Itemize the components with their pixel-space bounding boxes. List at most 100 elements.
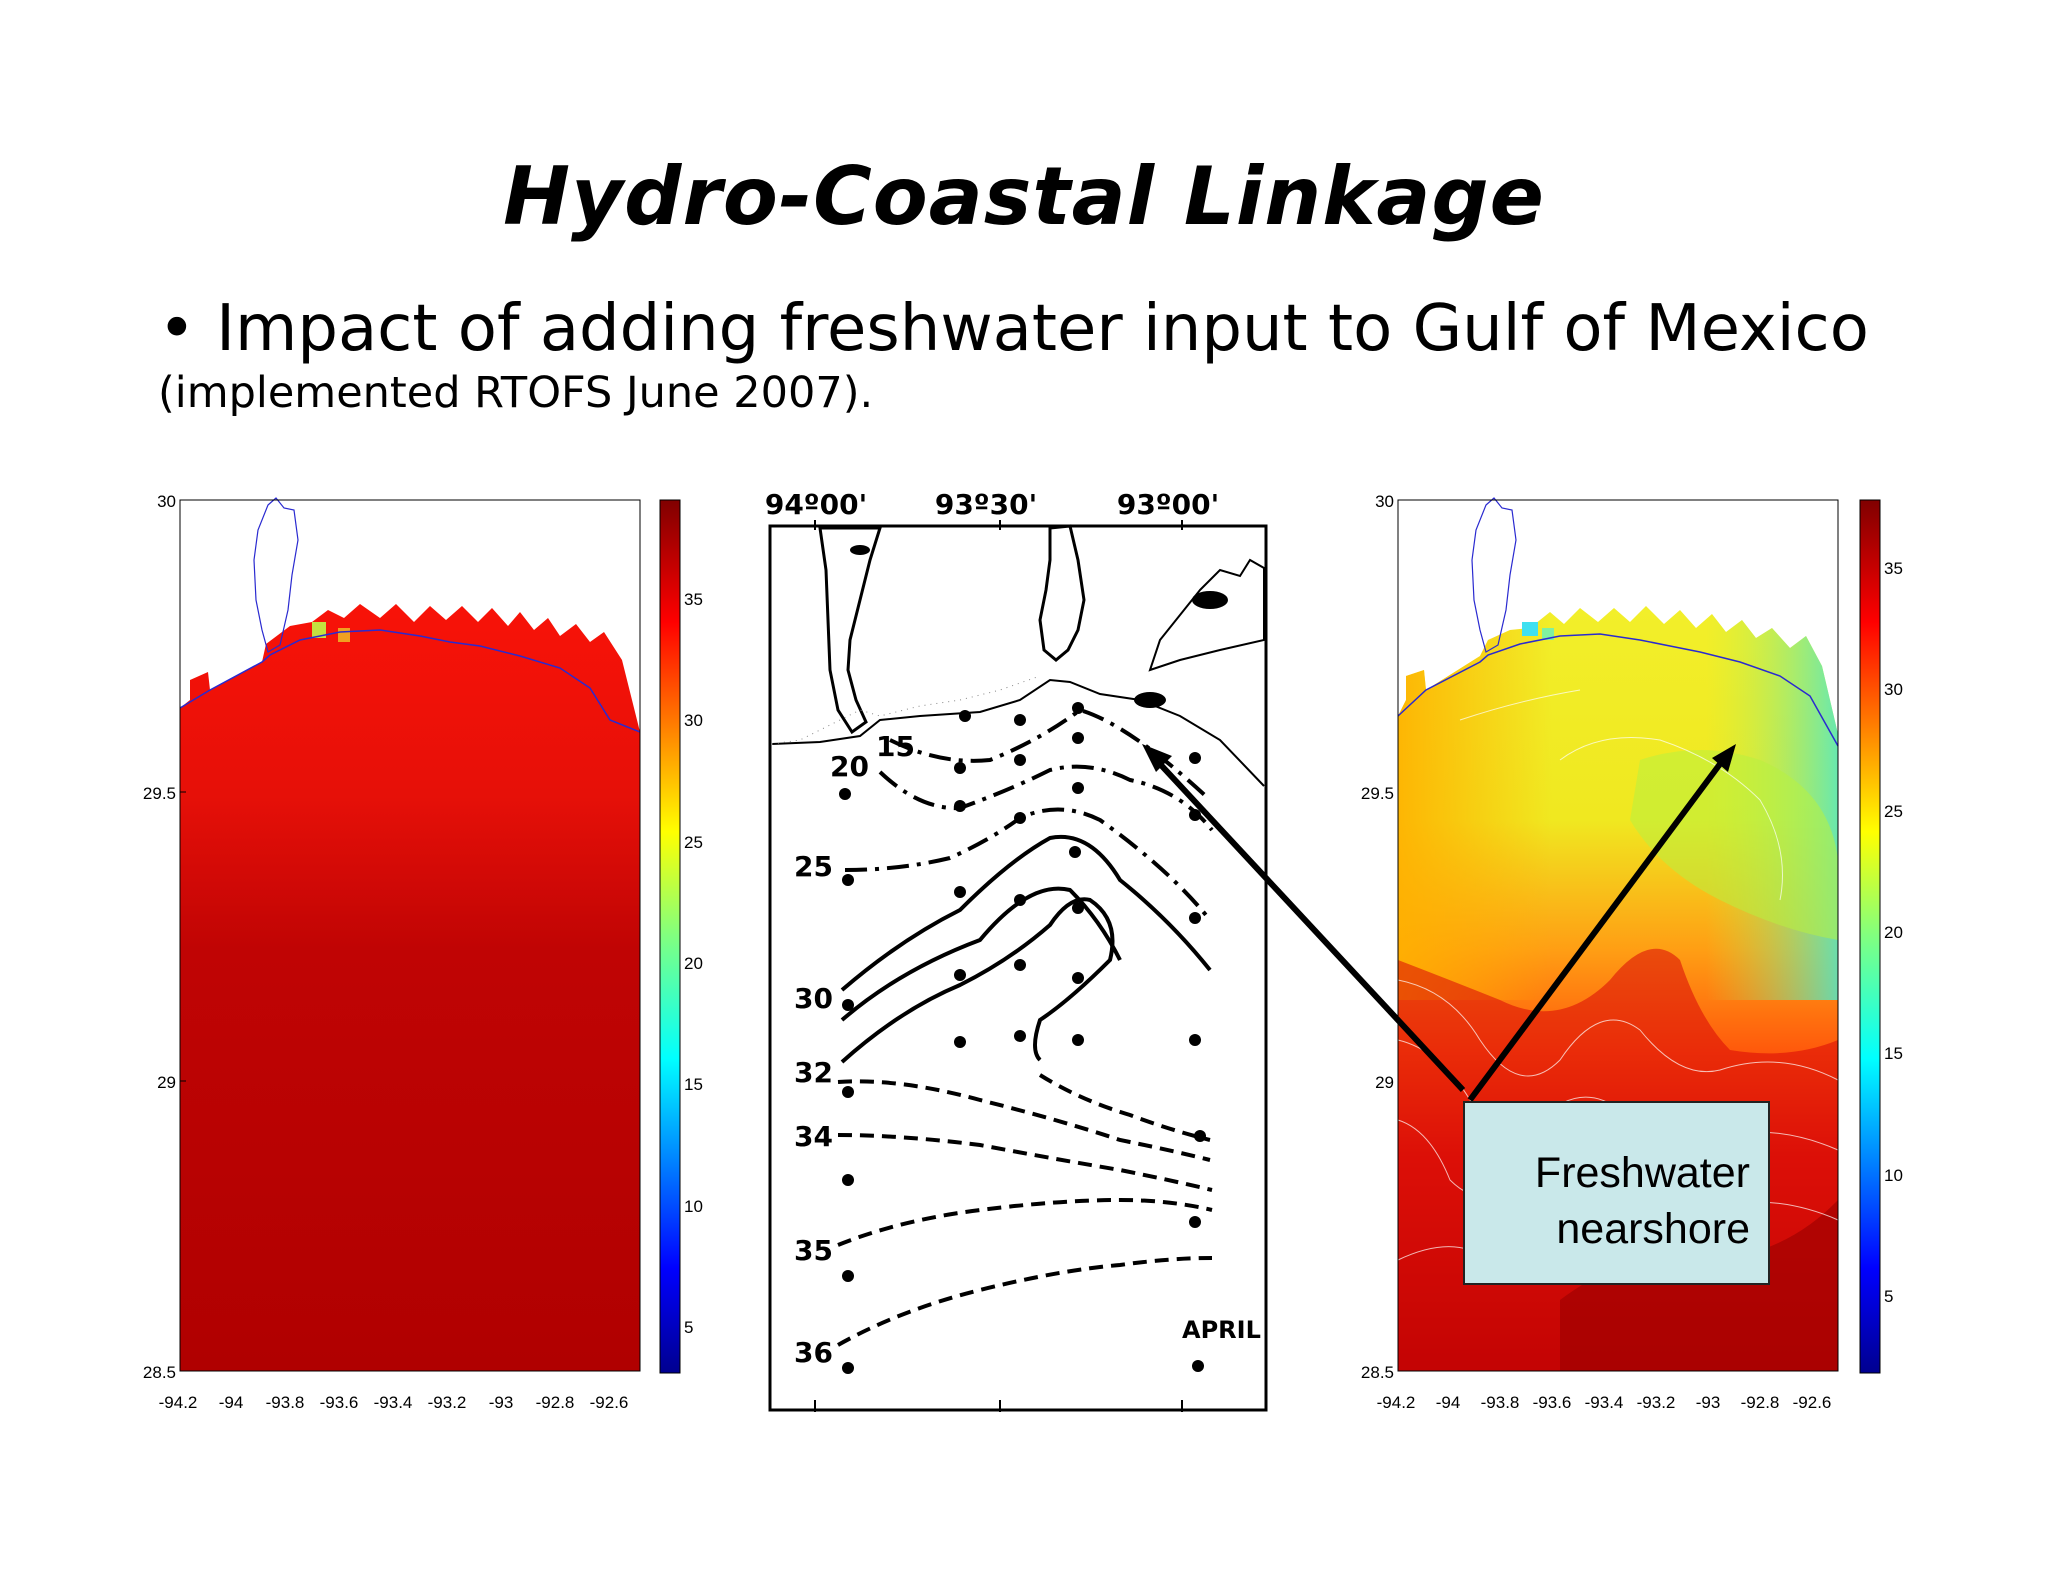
center-land-peninsula [1038,524,1086,662]
right-lake-outline [1471,497,1517,653]
slide-title: Hydro-Coastal Linkage [503,150,1545,243]
right-cbar-tick: 25 [1884,802,1903,821]
arrowhead-right [1712,744,1736,772]
isohaline-30b [840,886,1122,1022]
left-cbar-tick: 30 [684,711,703,730]
left-xtick: -92.8 [536,1393,575,1412]
left-ytick: 28.5 [143,1363,176,1382]
right-xtick: -93 [1696,1393,1721,1412]
left-xtick: -93.6 [320,1393,359,1412]
center-island [850,545,870,555]
left-xtick: -93.8 [266,1393,305,1412]
right-cbar-tick: 10 [1884,1166,1903,1185]
isohaline-20 [878,764,1214,832]
contour-label: 30 [794,982,833,1015]
left-xtick: -93.2 [428,1393,467,1412]
left-cbar-tick: 35 [684,590,703,609]
isohaline-15 [889,707,1212,802]
left-xtick: -92.6 [590,1393,629,1412]
bullet-text: • Impact of adding freshwater input to G… [158,292,1869,366]
right-ytick: 28.5 [1361,1363,1394,1382]
contour-label: 25 [794,850,833,883]
center-isohalines [837,707,1214,1347]
left-xtick: -93.4 [374,1393,413,1412]
isohaline-30a [840,834,1212,992]
isohaline-32-tail [1038,1073,1211,1142]
isohaline-36 [837,1256,1213,1347]
left-nearshore-patch [312,622,326,638]
left-ytick: 30 [157,492,176,511]
center-month-label: APRIL [1182,1316,1261,1344]
subbullet-text: (implemented RTOFS June 2007). [158,368,874,418]
right-colorbar: 35 30 25 20 15 10 5 [1859,499,1903,1374]
right-nearshore-patch [1542,628,1554,640]
contour-label: 35 [794,1234,833,1267]
right-plot-frame [1397,499,1839,1372]
center-top-label: 93º30' [935,488,1037,521]
center-coastline [771,678,1265,787]
right-cbar-tick: 20 [1884,923,1903,942]
arrow-to-right-map [1467,762,1723,1102]
center-contour-map: 94º00' 93º30' 93º00' [765,488,1268,1412]
center-land-left [818,526,883,735]
isohaline-32 [840,897,1115,1064]
center-stations [839,702,1206,1374]
left-salinity-field [180,604,640,1371]
arrowhead-center [1142,744,1172,772]
isohaline-35 [837,1197,1213,1247]
left-axes: 30 29.5 29 28.5 -94.2 -94 -93.8 -93.6 -9… [143,492,628,1412]
left-ytick: 29.5 [143,784,176,803]
right-xtick: -94 [1436,1393,1461,1412]
center-top-label: 94º00' [765,488,867,521]
left-cbar-tick: 25 [684,833,703,852]
isohaline-32-dashed [837,1079,1211,1162]
freshwater-callout: Freshwater nearshore [1463,1101,1770,1285]
right-cbar-tick: 5 [1884,1287,1893,1306]
callout-line-1: Freshwater [1534,1149,1750,1197]
isohaline-34 [837,1133,1213,1192]
left-coastline [179,629,641,733]
contour-label: 36 [794,1336,833,1369]
right-axes: 30 29.5 29 28.5 -94.2 -94 -93.8 -93.6 -9… [1361,492,1831,1412]
right-xtick: -92.6 [1793,1393,1832,1412]
left-cbar-tick: 5 [684,1318,693,1337]
right-deep-red [1560,1200,1838,1371]
right-green-plume [1630,750,1838,940]
right-cbar-tick: 30 [1884,680,1903,699]
left-xtick: -94 [219,1393,244,1412]
right-xtick: -93.2 [1637,1393,1676,1412]
right-coastline [1397,633,1839,747]
right-xtick: -92.8 [1741,1393,1780,1412]
left-colorbar: 35 30 25 20 15 10 5 [659,499,703,1374]
left-nearshore-patch [338,628,350,642]
left-xtick: -94.2 [159,1393,198,1412]
callout-line-2: nearshore [1556,1205,1750,1253]
right-nearshore-patch [1522,622,1538,636]
contour-label: 20 [830,750,869,783]
center-island [1192,591,1228,609]
arrow-to-center-map [1157,761,1466,1093]
center-top-label: 93º00' [1117,488,1219,521]
center-island [1134,692,1166,708]
right-ytick: 29 [1375,1073,1394,1092]
center-land-right [1148,558,1265,672]
right-cbar-tick: 15 [1884,1044,1903,1063]
right-ytick: 29.5 [1361,784,1394,803]
right-xtick: -94.2 [1377,1393,1416,1412]
left-ytick: 29 [157,1073,176,1092]
contour-label: 15 [876,730,915,763]
right-cbar-tick: 35 [1884,559,1903,578]
right-xtick: -93.4 [1585,1393,1624,1412]
left-plot-frame [179,499,641,1372]
right-ytick: 30 [1375,492,1394,511]
right-xtick: -93.6 [1533,1393,1572,1412]
left-cbar-tick: 10 [684,1197,703,1216]
left-xtick: -93 [489,1393,514,1412]
callout-arrows [1142,744,1736,1102]
left-lake-outline [253,497,299,653]
contour-label: 32 [794,1056,833,1089]
left-cbar-tick: 20 [684,954,703,973]
right-xtick: -93.8 [1481,1393,1520,1412]
